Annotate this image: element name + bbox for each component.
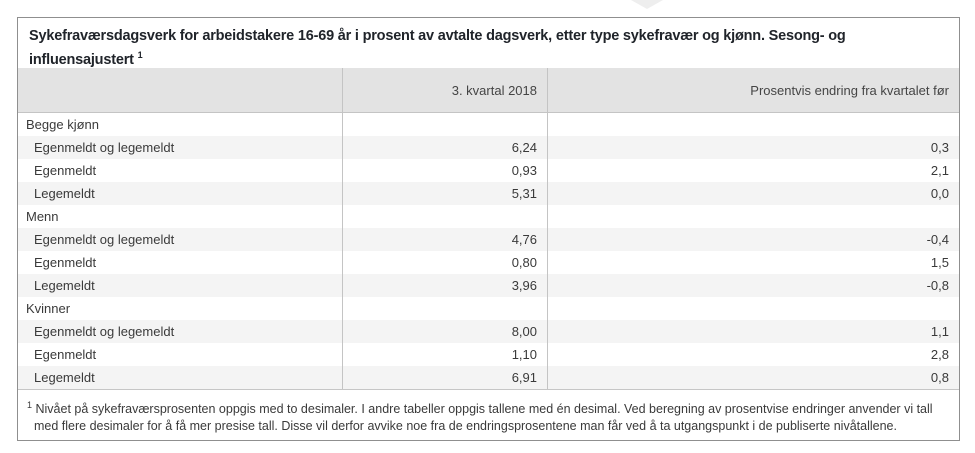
row-value: 5,31 <box>342 182 547 205</box>
empty-value-cell <box>342 205 547 228</box>
table-row: Egenmeldt og legemeldt 6,24 0,3 <box>18 136 959 159</box>
row-change: 0,0 <box>547 182 959 205</box>
group-label: Kvinner <box>26 301 71 316</box>
row-label: Legemeldt <box>34 186 95 201</box>
row-value: 1,10 <box>342 343 547 366</box>
row-change: 0,8 <box>547 366 959 389</box>
row-value: 6,91 <box>342 366 547 389</box>
group-row-kvinner: Kvinner <box>18 297 959 320</box>
group-label: Menn <box>26 209 59 224</box>
header-quarter-column: 3. kvartal 2018 <box>342 68 547 112</box>
empty-change-cell <box>547 297 959 320</box>
table-row: Egenmeldt 1,10 2,8 <box>18 343 959 366</box>
row-label: Egenmeldt <box>34 347 97 362</box>
statistics-table-panel: Sykefraværsdagsverk for arbeidstakere 16… <box>17 17 960 441</box>
row-label: Egenmeldt og legemeldt <box>34 324 175 339</box>
row-label: Legemeldt <box>34 370 95 385</box>
footnote-marker: 1 <box>27 400 33 410</box>
row-label: Egenmeldt og legemeldt <box>34 232 175 247</box>
row-value: 6,24 <box>342 136 547 159</box>
empty-value-cell <box>342 297 547 320</box>
title-footnote-marker: 1 <box>137 50 143 60</box>
table-row: Legemeldt 3,96 -0,8 <box>18 274 959 297</box>
empty-value-cell <box>342 113 547 136</box>
row-change: 2,1 <box>547 159 959 182</box>
header-change-column: Prosentvis endring fra kvartalet før <box>547 68 959 112</box>
group-row-begge-kjonn: Begge kjønn <box>18 113 959 136</box>
header-empty-cell <box>18 68 342 112</box>
empty-change-cell <box>547 205 959 228</box>
row-value: 0,93 <box>342 159 547 182</box>
table-row: Egenmeldt 0,93 2,1 <box>18 159 959 182</box>
row-change: 1,5 <box>547 251 959 274</box>
table-row: Egenmeldt og legemeldt 8,00 1,1 <box>18 320 959 343</box>
table-body: Begge kjønn Egenmeldt og legemeldt 6,24 … <box>18 113 959 389</box>
empty-change-cell <box>547 113 959 136</box>
table-title-text: Sykefraværsdagsverk for arbeidstakere 16… <box>29 28 846 68</box>
row-change: -0,8 <box>547 274 959 297</box>
footnote-text: Nivået på sykefraværsprosenten oppgis me… <box>34 402 933 434</box>
group-label: Begge kjønn <box>26 117 99 132</box>
row-change: 1,1 <box>547 320 959 343</box>
table-title: Sykefraværsdagsverk for arbeidstakere 16… <box>18 18 959 68</box>
row-label: Egenmeldt <box>34 255 97 270</box>
row-value: 3,96 <box>342 274 547 297</box>
row-label: Egenmeldt <box>34 163 97 178</box>
row-value: 4,76 <box>342 228 547 251</box>
table-row: Egenmeldt og legemeldt 4,76 -0,4 <box>18 228 959 251</box>
row-change: 2,8 <box>547 343 959 366</box>
row-value: 0,80 <box>342 251 547 274</box>
row-change: -0,4 <box>547 228 959 251</box>
row-label: Egenmeldt og legemeldt <box>34 140 175 155</box>
chevron-down-icon <box>631 0 663 9</box>
table-footnote: 1 Nivået på sykefraværsprosenten oppgis … <box>18 389 959 440</box>
group-row-menn: Menn <box>18 205 959 228</box>
row-value: 8,00 <box>342 320 547 343</box>
table-row: Egenmeldt 0,80 1,5 <box>18 251 959 274</box>
row-label: Legemeldt <box>34 278 95 293</box>
table-header-row: 3. kvartal 2018 Prosentvis endring fra k… <box>18 68 959 113</box>
row-change: 0,3 <box>547 136 959 159</box>
table-row: Legemeldt 6,91 0,8 <box>18 366 959 389</box>
table-row: Legemeldt 5,31 0,0 <box>18 182 959 205</box>
